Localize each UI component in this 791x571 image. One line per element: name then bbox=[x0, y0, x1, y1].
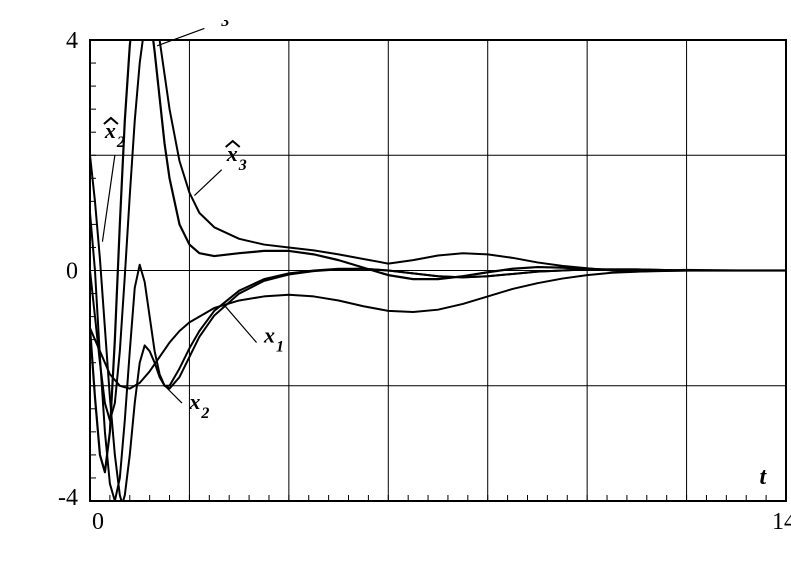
ytick-label: -4 bbox=[58, 485, 78, 511]
ytick-label: 0 bbox=[66, 259, 78, 285]
xtick-label: 0 bbox=[92, 509, 104, 535]
xtick-label: 14 bbox=[772, 509, 791, 535]
line-chart: -404014tx1x2x2x3x3 bbox=[20, 20, 791, 551]
chart-container: -404014tx1x2x2x3x3 bbox=[20, 20, 791, 551]
ytick-label: 4 bbox=[66, 28, 78, 54]
